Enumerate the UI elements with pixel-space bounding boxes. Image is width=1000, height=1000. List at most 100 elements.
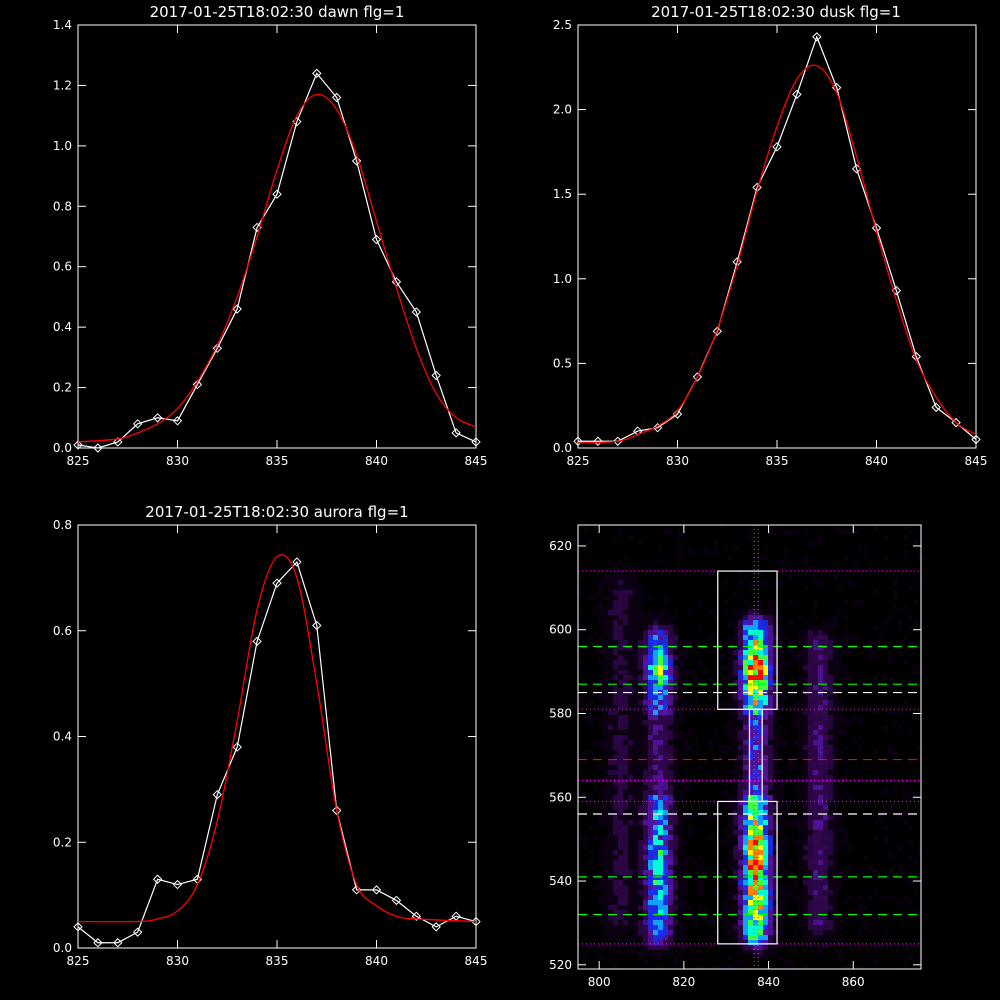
spectrum-heatmap-cell: [813, 675, 818, 680]
spectrum-heatmap-cell: [663, 785, 668, 790]
spectrum-heatmap-cell: [673, 900, 678, 905]
spectrum-heatmap-cell: [733, 900, 738, 905]
spectrum-heatmap-cell: [648, 920, 653, 925]
spectrum-heatmap-cell: [678, 900, 683, 905]
spectrum-heatmap-cell: [668, 650, 673, 655]
spectrum-heatmap-cell: [843, 675, 848, 680]
spectrum-heatmap-cell: [608, 635, 613, 640]
spectrum-heatmap-cell: [608, 655, 613, 660]
spectrum-heatmap-cell: [678, 840, 683, 845]
spectrum-heatmap-cell: [638, 665, 643, 670]
spectrum-heatmap-cell: [603, 715, 608, 720]
spectrum-heatmap-cell: [738, 695, 743, 700]
spectrum-heatmap-cell: [798, 615, 803, 620]
spectrum-heatmap-cell: [678, 875, 683, 880]
spectrum-heatmap-cell: [813, 655, 818, 660]
spectrum-heatmap-cell: [683, 685, 688, 690]
spectrum-heatmap-cell: [623, 745, 628, 750]
spectrum-heatmap-cell: [588, 635, 593, 640]
spectrum-heatmap-cell: [753, 940, 758, 945]
spectrum-heatmap-cell: [603, 905, 608, 910]
spectrum-heatmap-cell: [733, 815, 738, 820]
spectrum-heatmap-cell: [608, 700, 613, 705]
spectrum-heatmap-cell: [738, 800, 743, 805]
spectrum-heatmap-cell: [743, 865, 748, 870]
spectrum-heatmap-cell: [603, 780, 608, 785]
spectrum-heatmap-cell: [633, 725, 638, 730]
spectrum-heatmap-cell: [803, 560, 808, 565]
spectrum-heatmap-cell: [753, 920, 758, 925]
spectrum-heatmap-cell: [798, 805, 803, 810]
spectrum-heatmap-cell: [823, 795, 828, 800]
spectrum-heatmap-cell: [643, 880, 648, 885]
spectrum-heatmap-cell: [808, 870, 813, 875]
spectrum-heatmap-cell: [608, 910, 613, 915]
spectrum-heatmap-cell: [648, 845, 653, 850]
spectrum-heatmap-cell: [643, 840, 648, 845]
spectrum-heatmap-cell: [728, 850, 733, 855]
spectrum-heatmap-cell: [638, 920, 643, 925]
spectrum-heatmap-cell: [628, 865, 633, 870]
spectrum-heatmap-cell: [773, 930, 778, 935]
spectrum-heatmap-cell: [658, 770, 663, 775]
spectrum-heatmap-cell: [773, 675, 778, 680]
spectrum-heatmap-cell: [843, 730, 848, 735]
spectrum-heatmap-cell: [758, 950, 763, 955]
spectrum-heatmap-cell: [668, 805, 673, 810]
spectrum-heatmap-cell: [598, 945, 603, 950]
spectrum-heatmap-cell: [578, 660, 583, 665]
spectrum-heatmap-cell: [758, 625, 763, 630]
spectrum-heatmap-cell: [653, 875, 658, 880]
spectrum-heatmap-cell: [823, 810, 828, 815]
spectrum-heatmap-cell: [873, 750, 878, 755]
spectrum-heatmap-cell: [778, 910, 783, 915]
spectrum-heatmap-cell: [673, 735, 678, 740]
spectrum-heatmap-cell: [758, 800, 763, 805]
spectrum-heatmap-cell: [873, 960, 878, 965]
spectrum-heatmap-cell: [578, 755, 583, 760]
spectrum-heatmap-cell: [668, 655, 673, 660]
spectrum-heatmap-cell: [618, 680, 623, 685]
spectrum-heatmap-cell: [748, 630, 753, 635]
spectrum-heatmap-cell: [753, 900, 758, 905]
spectrum-heatmap-cell: [788, 660, 793, 665]
spectrum-heatmap-cell: [728, 685, 733, 690]
spectrum-heatmap-cell: [748, 665, 753, 670]
spectrum-heatmap-cell: [738, 795, 743, 800]
spectrum-heatmap-cell: [618, 715, 623, 720]
spectrum-heatmap-cell: [763, 895, 768, 900]
spectrum-heatmap-cell: [678, 675, 683, 680]
spectrum-heatmap-cell: [618, 620, 623, 625]
spectrum-heatmap-cell: [588, 795, 593, 800]
spectrum-heatmap-cell: [643, 665, 648, 670]
spectrum-heatmap-cell: [608, 610, 613, 615]
spectrum-heatmap-cell: [643, 875, 648, 880]
spectrum-heatmap-cell: [803, 910, 808, 915]
spectrum-heatmap-cell: [758, 945, 763, 950]
spectrum-heatmap-cell: [783, 890, 788, 895]
spectrum-heatmap-cell: [678, 790, 683, 795]
spectrum-heatmap-cell: [613, 750, 618, 755]
spectrum-heatmap-cell: [808, 875, 813, 880]
spectrum-heatmap-cell: [763, 870, 768, 875]
dusk-ytick-label: 0.0: [553, 441, 572, 455]
spectrum-heatmap-cell: [783, 680, 788, 685]
spectrum-heatmap-cell: [698, 950, 703, 955]
spectrum-heatmap-cell: [658, 955, 663, 960]
spectrum-heatmap-cell: [678, 755, 683, 760]
spectrum-heatmap-cell: [663, 730, 668, 735]
spectrum-heatmap-cell: [678, 930, 683, 935]
spectrum-heatmap-cell: [748, 660, 753, 665]
spectrum-heatmap-cell: [678, 890, 683, 895]
spectrum-heatmap-cell: [653, 700, 658, 705]
spectrum-heatmap-cell: [623, 875, 628, 880]
spectrum-heatmap-cell: [748, 655, 753, 660]
spectrum-heatmap-cell: [813, 720, 818, 725]
spectrum-heatmap-cell: [668, 630, 673, 635]
spectrum-heatmap-cell: [603, 885, 608, 890]
spectrum-heatmap-cell: [903, 965, 908, 970]
spectrum-heatmap-cell: [623, 900, 628, 905]
spectrum-heatmap-cell: [618, 640, 623, 645]
spectrum-heatmap-cell: [643, 735, 648, 740]
spectrum-heatmap-cell: [758, 930, 763, 935]
